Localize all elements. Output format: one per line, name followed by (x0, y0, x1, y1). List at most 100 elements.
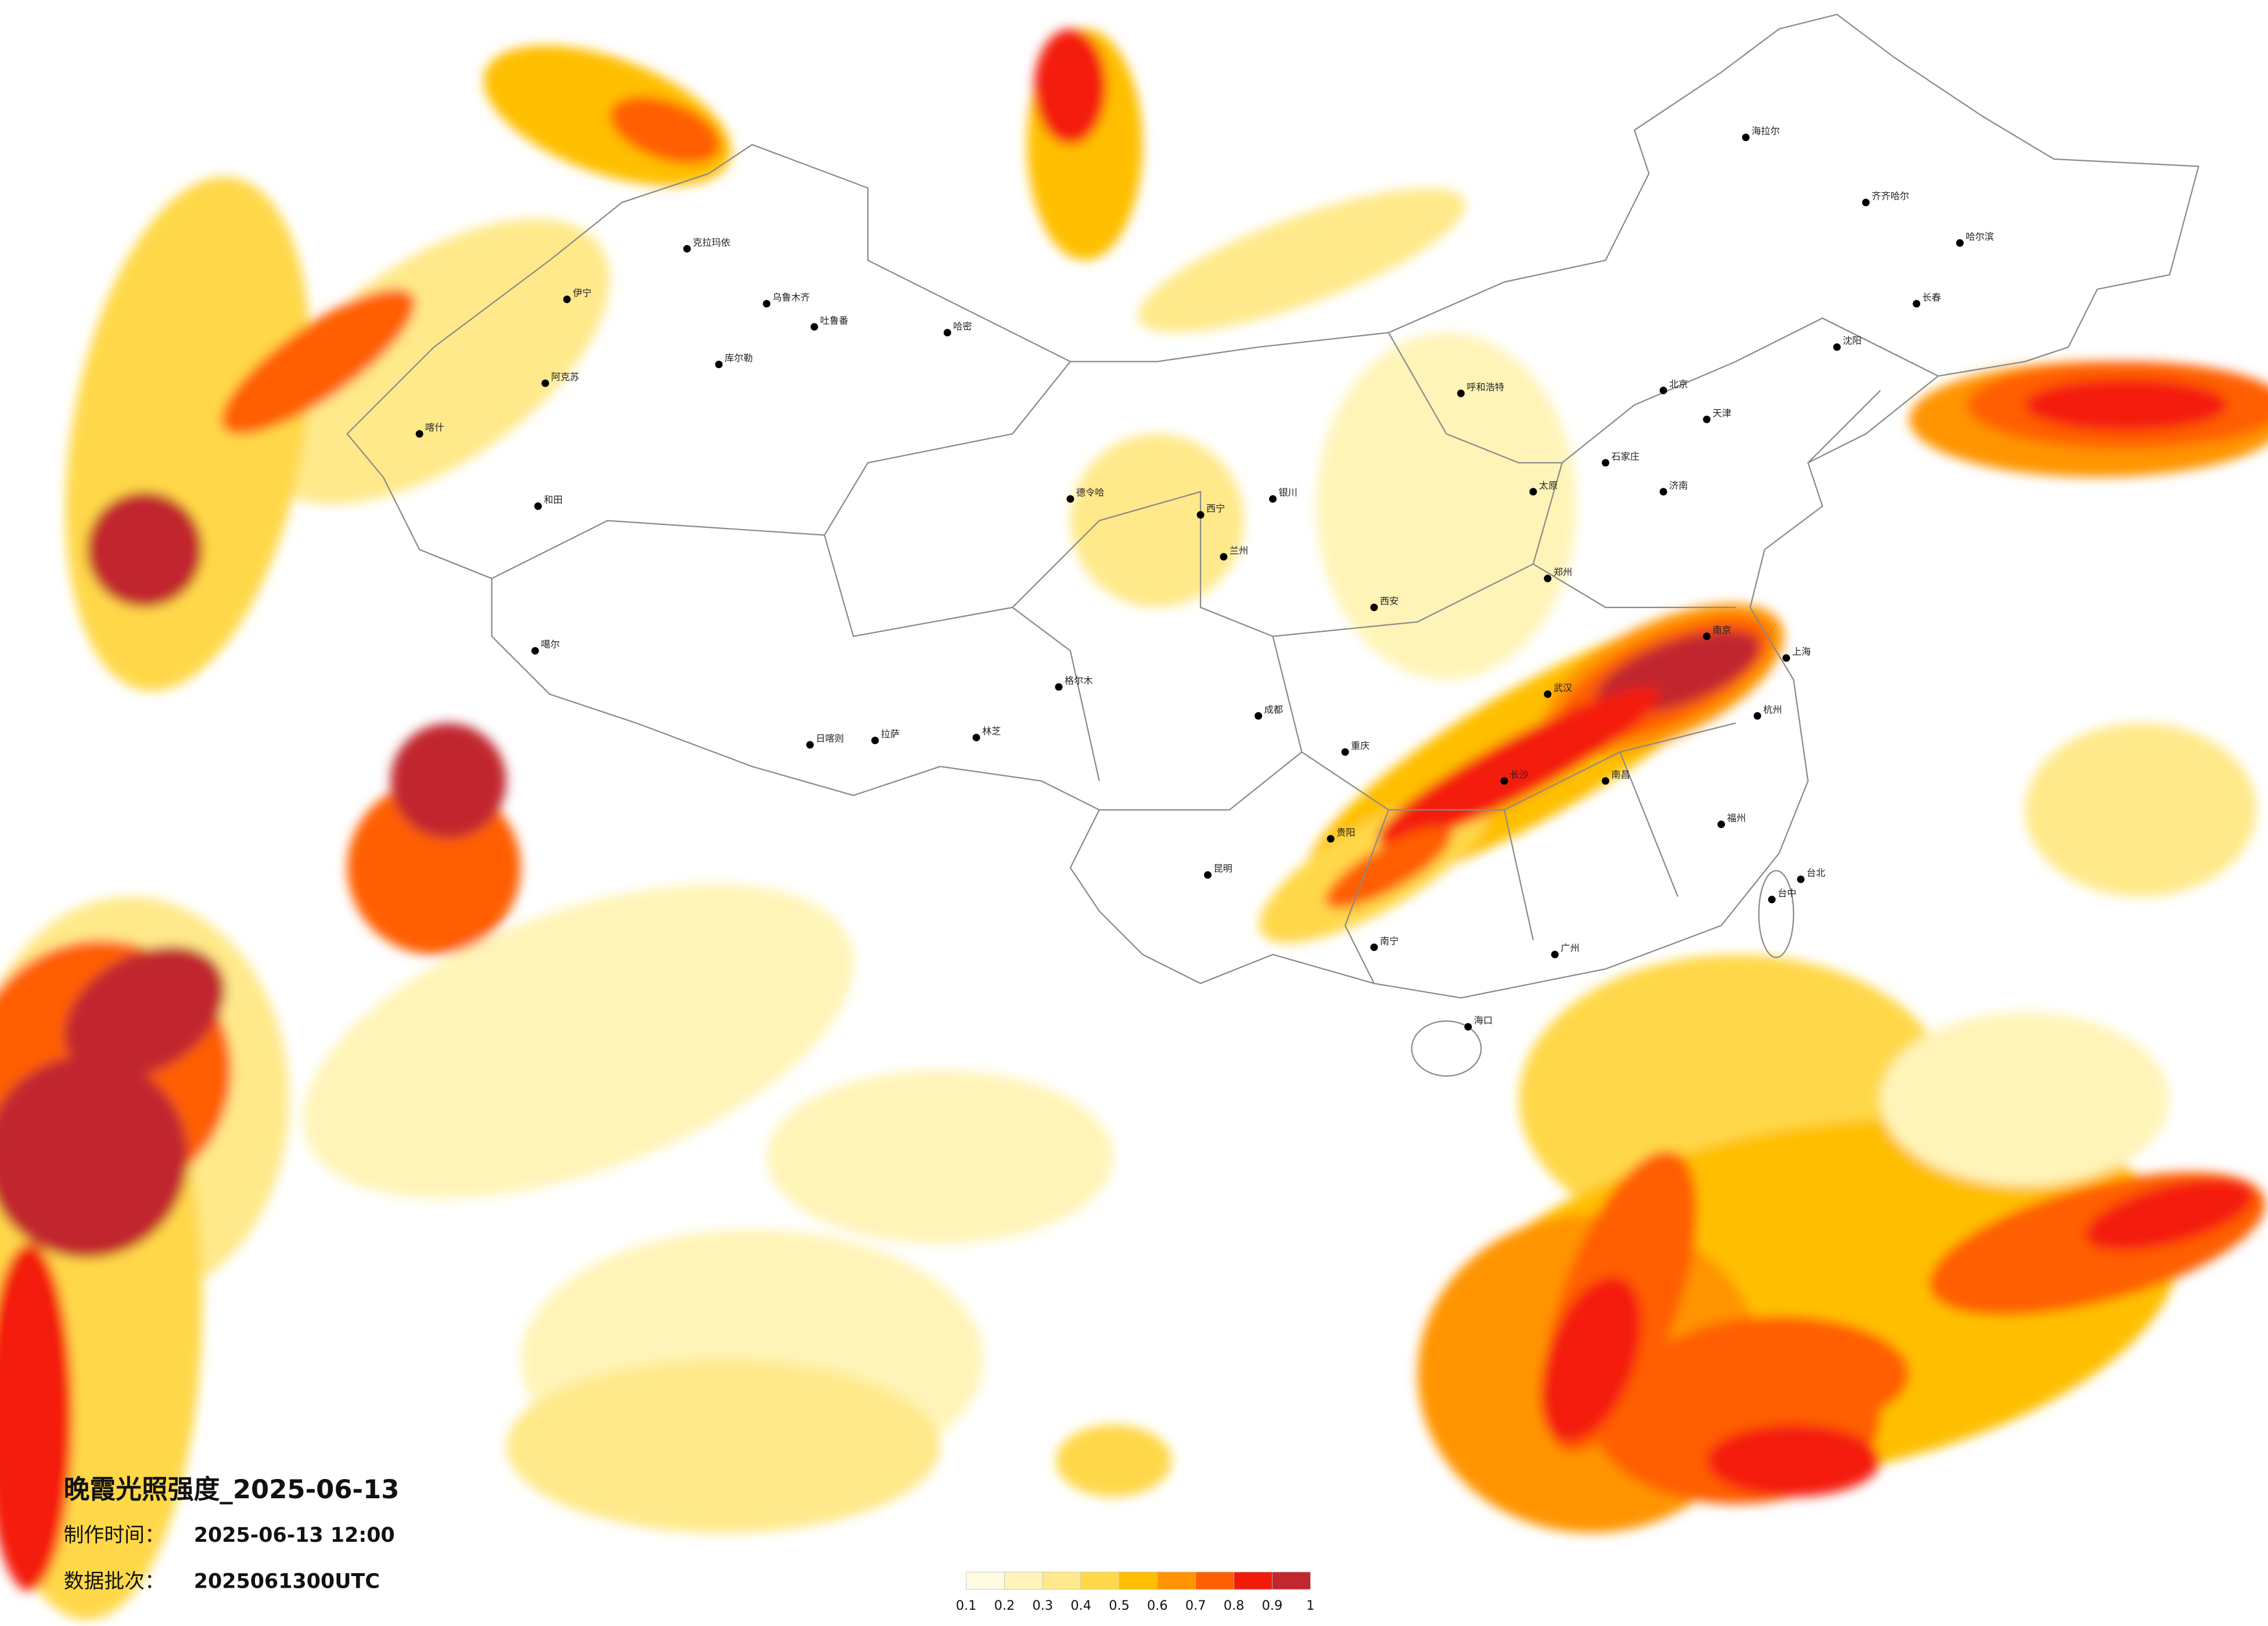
batch-label: 数据批次： (64, 1570, 165, 1593)
legend-tick-label: 0.9 (1262, 1598, 1283, 1613)
city-dot (972, 733, 980, 742)
city-label: 银川 (1279, 487, 1297, 498)
city-label: 格尔木 (1065, 675, 1093, 686)
legend-swatch (966, 1571, 1005, 1590)
city-label: 沈阳 (1843, 335, 1861, 346)
city-dot (1753, 712, 1762, 720)
city-label: 吐鲁番 (820, 315, 849, 326)
city-label: 贵阳 (1336, 827, 1355, 838)
heat-blob (610, 96, 721, 164)
legend-tick-label: 0.6 (1147, 1598, 1168, 1613)
city-dot (806, 741, 814, 749)
heat-blob (2025, 723, 2257, 897)
heat-blob (390, 723, 506, 839)
city-label: 天津 (1713, 408, 1731, 419)
city-dot (1659, 386, 1667, 394)
city-label: 和田 (544, 494, 562, 505)
batch-id: 2025061300UTC (194, 1570, 380, 1593)
city-label: 台中 (1778, 888, 1796, 899)
city-dot (1196, 511, 1205, 519)
city-dot (715, 361, 723, 369)
city-label: 西安 (1380, 596, 1399, 607)
made-label: 制作时间： (64, 1524, 165, 1547)
city-label: 石家庄 (1611, 451, 1640, 462)
city-label: 济南 (1669, 480, 1688, 491)
city-label: 阿克苏 (551, 371, 580, 382)
city-dot (1220, 553, 1228, 561)
legend-swatch (1004, 1571, 1043, 1590)
legend-swatch (1195, 1571, 1234, 1590)
city-dot (943, 329, 951, 337)
city-label: 上海 (1792, 646, 1811, 657)
city-dot (1341, 748, 1349, 756)
city-label: 海拉尔 (1752, 125, 1780, 136)
city-label: 哈密 (953, 321, 972, 332)
city-label: 库尔勒 (725, 352, 753, 364)
city-label: 噶尔 (541, 639, 559, 650)
city-label: 林芝 (982, 726, 1001, 737)
city-dot (534, 502, 542, 510)
heat-blob (258, 218, 610, 505)
city-label: 郑州 (1554, 567, 1572, 578)
heat-blob (1706, 1424, 1881, 1497)
city-label: 重庆 (1351, 740, 1370, 751)
heat-blob (0, 1243, 73, 1591)
heat-blob (1070, 434, 1244, 607)
heat-blob (0, 1056, 188, 1258)
legend-tick-label: 0.7 (1185, 1598, 1206, 1613)
city-dot (1742, 134, 1750, 142)
heat-blob (1880, 1012, 2170, 1186)
heat-blob (1055, 1424, 1172, 1497)
heat-blob (2025, 379, 2228, 431)
heatmap (0, 28, 2268, 1620)
city-dot (1601, 459, 1609, 467)
city-dot (763, 300, 771, 308)
city-dot (1913, 300, 1921, 308)
legend-tick-label: 0.1 (956, 1598, 977, 1613)
city-dot (1862, 199, 1870, 207)
legend-tick-label: 0.2 (994, 1598, 1015, 1613)
legend-tick-label: 0.8 (1224, 1598, 1245, 1613)
city-label: 长春 (1922, 292, 1941, 303)
heat-blob (221, 289, 415, 434)
city-dot (1255, 712, 1263, 720)
city-dot (1370, 943, 1378, 951)
city-dot (563, 296, 571, 303)
heat-blob (506, 1359, 940, 1533)
city-dot (1956, 239, 1964, 247)
city-dot (1204, 871, 1212, 879)
legend-swatch (1042, 1571, 1081, 1590)
city-label: 南京 (1713, 624, 1731, 635)
heat-blob (1034, 28, 1107, 145)
city-label: 呼和浩特 (1467, 382, 1504, 393)
heat-blob (303, 884, 854, 1199)
city-label: 杭州 (1763, 704, 1782, 715)
city-label: 武汉 (1554, 682, 1572, 693)
heat-blob (1540, 1276, 1642, 1442)
city-dot (1500, 777, 1508, 785)
city-label: 哈尔滨 (1965, 231, 1994, 242)
heat-blob (1316, 332, 1577, 680)
city-dot (1601, 777, 1609, 785)
city-dot (1659, 488, 1667, 496)
city-dot (1833, 343, 1841, 351)
city-dot (1269, 495, 1277, 503)
province-lines (491, 317, 1939, 984)
heat-blob (1649, 1316, 1910, 1432)
city-dot (1797, 875, 1805, 883)
city-label: 台北 (1807, 868, 1825, 879)
hainan-outline (1411, 1020, 1482, 1077)
city-label: 南宁 (1380, 936, 1399, 947)
city-dot (1768, 895, 1776, 904)
city-dot (541, 379, 549, 387)
city-label: 喀什 (425, 422, 444, 433)
city-label: 乌鲁木齐 (772, 292, 810, 303)
city-label: 西宁 (1206, 503, 1225, 514)
city-label: 兰州 (1230, 545, 1248, 556)
city-label: 太原 (1539, 480, 1558, 491)
legend-swatch (1119, 1571, 1158, 1590)
